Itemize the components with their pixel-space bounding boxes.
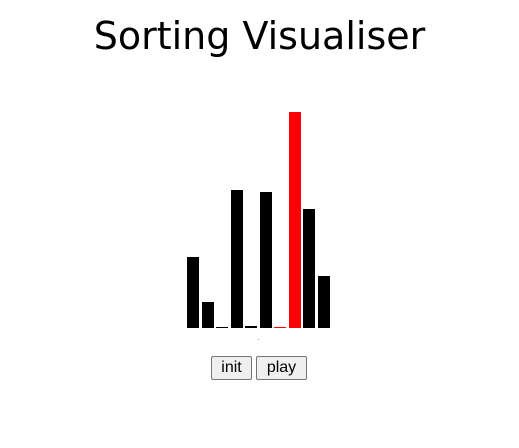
- bar: [260, 192, 272, 328]
- dot-marker: [258, 339, 259, 340]
- bar: [245, 326, 257, 328]
- bar: [202, 302, 214, 328]
- bar-chart: [187, 100, 332, 328]
- bar: [216, 327, 228, 328]
- page-title: Sorting Visualiser: [93, 14, 426, 58]
- bar: [303, 209, 315, 328]
- bar: [318, 276, 330, 328]
- bar: [289, 112, 301, 328]
- init-button[interactable]: init: [211, 356, 252, 380]
- bar: [231, 190, 243, 328]
- play-button[interactable]: play: [256, 356, 307, 380]
- bar: [187, 257, 199, 328]
- bar: [274, 327, 286, 328]
